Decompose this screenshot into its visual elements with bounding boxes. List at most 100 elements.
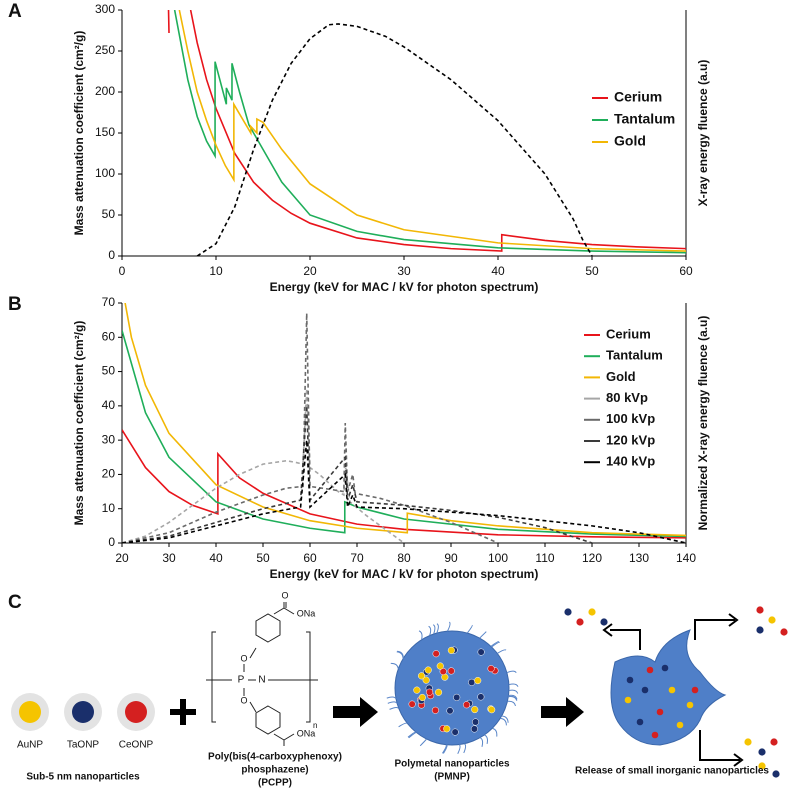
embedded-particle bbox=[676, 721, 684, 729]
series-line bbox=[178, 10, 686, 252]
y-tick-label: 40 bbox=[102, 398, 116, 412]
x-tick-label: 30 bbox=[162, 551, 176, 565]
embedded-particle bbox=[443, 725, 451, 733]
y-tick-label: 10 bbox=[102, 501, 116, 515]
x-tick-label: 40 bbox=[491, 264, 505, 278]
x-tick-label: 130 bbox=[629, 551, 649, 565]
atom: O bbox=[240, 695, 247, 705]
embedded-particle bbox=[435, 688, 443, 696]
legend-label: 100 kVp bbox=[606, 411, 655, 426]
subscript: n bbox=[313, 721, 317, 730]
polymer-chain bbox=[387, 701, 398, 704]
y2-axis-label: Normalized X-ray energy fluence (a.u) bbox=[696, 316, 710, 531]
embedded-particle bbox=[641, 686, 649, 694]
particle bbox=[72, 701, 94, 723]
polymer-chain bbox=[466, 624, 473, 634]
polymer-chain bbox=[436, 623, 439, 634]
embedded-particle bbox=[488, 706, 496, 714]
pmnp-particles bbox=[386, 621, 519, 754]
caption: (PMNP) bbox=[434, 772, 470, 783]
embedded-particle bbox=[468, 678, 476, 686]
atom: ONa bbox=[297, 728, 316, 738]
polymer-chain bbox=[419, 738, 428, 747]
embedded-particle bbox=[426, 688, 434, 696]
arrow bbox=[541, 697, 584, 727]
embedded-particle bbox=[408, 700, 416, 708]
degraded-particle bbox=[610, 629, 727, 746]
embedded-particle bbox=[477, 648, 485, 656]
x-tick-label: 60 bbox=[303, 551, 317, 565]
polymer-chain bbox=[492, 727, 498, 737]
x-tick-label: 60 bbox=[679, 264, 693, 278]
polymer-chain bbox=[508, 696, 518, 701]
polymer-chain bbox=[500, 717, 507, 726]
series-line bbox=[124, 303, 686, 537]
embedded-particle bbox=[424, 666, 432, 674]
y2-axis-label: X-ray energy fluence (a.u) bbox=[696, 60, 710, 207]
arrow bbox=[333, 697, 378, 727]
release-arrow bbox=[602, 623, 641, 650]
series-line bbox=[122, 330, 686, 538]
y-tick-label: 200 bbox=[95, 84, 115, 98]
x-tick-label: 140 bbox=[676, 551, 696, 565]
caption: (PCPP) bbox=[258, 778, 292, 789]
polymer-chain bbox=[389, 706, 400, 710]
embedded-particle bbox=[417, 672, 426, 680]
y-tick-label: 250 bbox=[95, 43, 115, 57]
x-tick-label: 70 bbox=[350, 551, 364, 565]
released-particle bbox=[770, 738, 778, 746]
legend-label: Cerium bbox=[606, 326, 651, 341]
y-tick-label: 150 bbox=[95, 125, 115, 139]
polymer-chain bbox=[490, 641, 500, 647]
x-tick-label: 90 bbox=[444, 551, 458, 565]
x-tick-label: 30 bbox=[397, 264, 411, 278]
polymer-chain bbox=[432, 624, 436, 635]
x-axis-label: Energy (keV for MAC / kV for photon spec… bbox=[270, 280, 539, 294]
polymer-chain bbox=[390, 662, 399, 669]
embedded-particle bbox=[471, 718, 480, 726]
plot-area bbox=[167, 10, 686, 256]
atom: ONa bbox=[297, 608, 316, 618]
embedded-particle bbox=[447, 646, 455, 654]
x-tick-label: 110 bbox=[535, 551, 554, 565]
legend-label: Tantalum bbox=[606, 348, 663, 363]
caption: Release of small inorganic nanoparticles bbox=[575, 766, 769, 777]
polymer-chain bbox=[442, 744, 448, 754]
polymer-chain bbox=[506, 670, 517, 674]
y-tick-label: 70 bbox=[102, 295, 116, 309]
embedded-particle bbox=[624, 696, 632, 704]
nanoparticles: AuNP TaONP CeONP bbox=[11, 693, 155, 751]
series-line bbox=[122, 313, 499, 543]
embedded-particle bbox=[447, 667, 455, 675]
x-tick-label: 50 bbox=[256, 551, 270, 565]
particle bbox=[125, 701, 147, 723]
polymer-chain bbox=[408, 731, 417, 739]
atom: N bbox=[258, 675, 265, 686]
panel-label: A bbox=[8, 1, 22, 22]
axis-line bbox=[121, 303, 687, 544]
embedded-particle bbox=[470, 725, 478, 733]
polymer-chain bbox=[398, 722, 408, 728]
legend-label: 120 kVp bbox=[606, 432, 655, 447]
release-arrow bbox=[694, 613, 739, 640]
embedded-particle bbox=[431, 706, 439, 714]
polymer-chain bbox=[446, 621, 451, 632]
polymer-chain bbox=[507, 700, 517, 707]
embedded-particle bbox=[418, 693, 426, 702]
x-tick-label: 20 bbox=[303, 264, 317, 278]
released-particle bbox=[576, 618, 584, 626]
y-axis-label: Mass attenuation coefficient (cm²/g) bbox=[72, 31, 86, 236]
legend-label: Gold bbox=[606, 369, 636, 384]
polymer-chain bbox=[491, 641, 501, 648]
released-particle bbox=[772, 770, 780, 778]
polymer-chain bbox=[497, 649, 507, 654]
x-tick-label: 40 bbox=[209, 551, 223, 565]
polymer-chain bbox=[479, 631, 487, 639]
panel-label: C bbox=[8, 592, 22, 613]
embedded-particle bbox=[422, 676, 430, 684]
caption: phosphazene) bbox=[241, 765, 308, 776]
polymer-chain bbox=[508, 683, 519, 687]
diagram: C AuNP TaONP CeONP Sub-5 nm nanoparticles … bbox=[8, 590, 788, 789]
release-arrow bbox=[699, 730, 744, 767]
plot-area bbox=[122, 303, 686, 543]
